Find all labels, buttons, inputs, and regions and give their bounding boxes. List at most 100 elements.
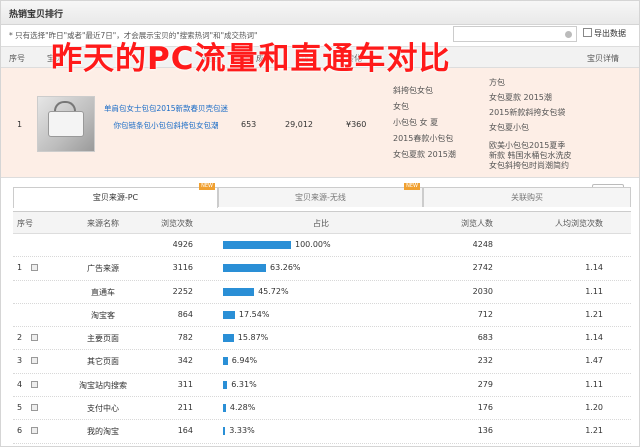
share-bar [223,241,291,249]
col-header: 人均浏览次数 [555,219,603,228]
share-bar [223,427,226,436]
share-bar [223,287,255,296]
keyword[interactable]: 女包夏小包 [489,123,529,132]
col-header: 访客 [301,54,317,63]
keyword[interactable]: 2015新款斜挎女包袋 [489,108,566,117]
source-table-header: 序号 来源名称 浏览次数 占比 浏览人数 人均浏览次数 [13,212,631,234]
page-views: 782 [177,333,193,343]
export-button[interactable]: 导出数据 [583,28,626,39]
source-name: 其它页面 [87,357,119,367]
tab-label: 宝贝来源-PC [92,193,139,202]
share-percent: 63.26% [270,263,301,273]
expand-toggle-icon[interactable] [31,357,38,365]
panel-title: 热销宝贝排行 [9,10,64,20]
col-header: 序号 [17,219,33,228]
deal-keywords-more: 欧美小包包2015夏季 新款 韩国水桶包水洗皮 女包斜挎包时尚潮简约 [489,141,572,171]
share-percent: 100.00% [295,240,331,249]
product-value-1: 653 [241,120,257,129]
keyword[interactable]: 女包斜挎包时尚潮简约 [489,161,569,170]
keyword[interactable]: 方包 [489,78,505,87]
source-table: 序号 来源名称 浏览次数 占比 浏览人数 人均浏览次数 4926 100.00% 4… [13,211,631,444]
page-views: 311 [177,379,193,389]
keyword[interactable]: 女包 [393,102,409,111]
product-thumbnail[interactable] [37,96,95,152]
row-index: 6 [17,426,23,436]
overlay-caption: 昨天的PC流量和直通车对比 [51,41,451,77]
avg-views: 1.14 [585,333,603,343]
keyword[interactable]: 女包夏款 2015潮 [489,93,552,102]
row-index: 3 [17,356,23,366]
tab-related-purchase[interactable]: 关联购买 [423,187,631,207]
keyword[interactable]: 新款 韩国水桶包水洗皮 [489,151,572,160]
share-percent: 3.33% [229,426,255,436]
col-header: 宝贝详情 [587,54,619,63]
avg-views: 1.47 [585,356,603,366]
search-keywords: 斜挎包女包 女包 小包包 女 夏 2015春款小包包 女包夏款 2015潮 [393,83,456,163]
col-header: 来源名称 [87,219,119,228]
visitors: 232 [477,356,493,366]
tab-source-wireless[interactable]: 宝贝来源-无线 NEW [218,183,423,207]
share-bar [223,310,235,319]
source-name: 支付中心 [87,404,119,414]
row-index: 5 [17,403,23,413]
top-table-header: 序号 宝贝 浏览 成交 访客 转化 宝贝详情 [1,46,639,68]
keyword[interactable]: 小包包 女 夏 [393,118,439,127]
visitors: 136 [477,426,493,436]
page-views: 3116 [172,263,193,273]
expand-toggle-icon[interactable] [31,380,38,388]
table-row: 6 我的淘宝 164 3.33% 136 1.21 [13,420,631,444]
share-bar [223,404,226,413]
bag-strap-shape [54,101,76,115]
page-views: 164 [177,426,193,436]
product-value-2: 29,012 [285,120,313,129]
visitors: 2742 [472,263,493,273]
product-title-link[interactable]: 单肩包女士包包2015新款春贝壳包迷你包链条包小包包斜挎包女包潮 [103,104,229,130]
keyword[interactable]: 2015春款小包包 [393,134,454,143]
bag-body-shape [48,111,84,137]
expand-toggle-icon[interactable] [31,264,38,272]
expand-toggle-icon[interactable] [31,427,38,435]
col-header: 浏览 [201,54,217,63]
source-tabs: 宝贝来源-PC NEW 宝贝来源-无线 NEW 关联购买 [13,183,631,208]
share-percent: 6.94% [231,356,258,366]
share-bar [223,357,228,366]
table-row: 4 淘宝站内搜索 311 6.31% 279 1.11 [13,374,631,398]
source-name: 淘宝站内搜索 [79,380,127,390]
keyword[interactable]: 女包夏款 2015潮 [393,150,456,159]
page-views: 342 [177,356,193,366]
visitors: 683 [477,333,493,343]
avg-views: 1.21 [585,426,603,436]
expand-toggle-icon[interactable] [31,404,38,412]
col-header: 序号 [9,54,25,63]
search-input[interactable] [453,26,577,42]
share-bar [223,380,228,389]
expand-toggle-icon[interactable] [31,334,38,342]
search-icon[interactable] [565,31,572,38]
new-badge: NEW [199,183,215,190]
row-index: 2 [17,333,23,343]
avg-views: 1.11 [585,286,603,296]
deal-keywords: 方包 女包夏款 2015潮 2015新款斜挎女包袋 女包夏小包 [489,75,565,135]
visitors: 2030 [472,286,493,296]
share-percent: 4.28% [229,403,256,413]
keyword[interactable]: 欧美小包包2015夏季 [489,141,566,150]
export-icon [583,28,592,37]
col-header: 浏览次数 [161,219,193,228]
table-row: 淘宝客 864 17.54% 712 1.21 [13,304,631,328]
table-row: 4926 100.00% 4248 [13,234,631,258]
row-index: 1 [17,263,23,273]
col-header: 占比 [313,219,329,228]
page-views: 2252 [172,286,193,296]
table-row: 1 广告来源 3116 63.26% 2742 1.14 [13,257,631,281]
source-name: 直通车 [91,287,115,297]
tab-source-pc[interactable]: 宝贝来源-PC NEW [13,183,218,208]
keyword[interactable]: 斜挎包女包 [393,86,433,95]
visitors: 712 [477,309,493,319]
tab-label: 宝贝来源-无线 [295,193,346,202]
product-index: 1 [17,120,23,129]
page-views: 211 [177,403,193,413]
table-row: 2 主要页面 782 15.87% 683 1.14 [13,327,631,351]
tab-label: 关联购买 [511,193,543,202]
avg-views: 1.21 [585,309,603,319]
